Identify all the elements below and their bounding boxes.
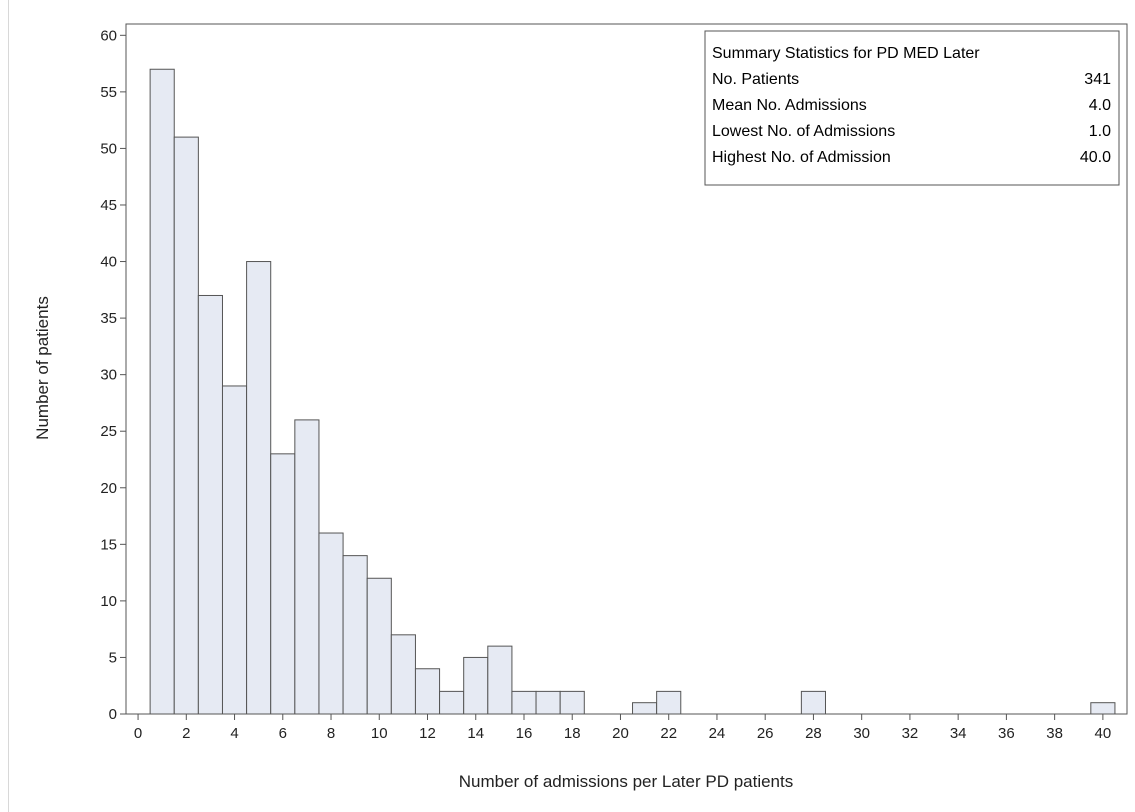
y-tick-label-15: 15 (100, 536, 117, 553)
x-tick-label-8: 8 (327, 725, 335, 742)
y-tick-label-45: 45 (100, 197, 117, 214)
y-tick-label-50: 50 (100, 140, 117, 157)
histogram-bar-9 (342, 555, 368, 715)
left-frame-line (8, 0, 9, 812)
summary-statistics-box: Summary Statistics for PD MED Later No. … (704, 30, 1120, 186)
histogram-bar-8 (318, 532, 344, 715)
summary-value-patients: 341 (1084, 71, 1111, 88)
y-tick-label-10: 10 (100, 593, 117, 610)
y-tick-label-30: 30 (100, 367, 117, 384)
bars-group (149, 68, 1116, 715)
x-tick-label-14: 14 (467, 725, 484, 742)
x-tick-label-2: 2 (182, 725, 190, 742)
x-tick-label-20: 20 (612, 725, 629, 742)
y-tick-label-20: 20 (100, 480, 117, 497)
x-tick-label-32: 32 (902, 725, 919, 742)
y-tick-label-40: 40 (100, 254, 117, 271)
histogram-bar-14 (463, 656, 489, 715)
y-tick-label-5: 5 (109, 649, 117, 666)
x-tick-label-6: 6 (279, 725, 287, 742)
x-tick-label-12: 12 (419, 725, 436, 742)
y-axis: 0 5 10 15 20 25 30 35 40 45 50 55 60 (100, 27, 126, 723)
y-tick-label-55: 55 (100, 84, 117, 101)
x-tick-label-16: 16 (516, 725, 533, 742)
x-tick-label-30: 30 (853, 725, 870, 742)
histogram-bar-18 (559, 690, 585, 715)
histogram-bar-28 (800, 690, 826, 715)
histogram-bar-13 (439, 690, 465, 715)
x-tick-label-28: 28 (805, 725, 822, 742)
x-tick-label-22: 22 (660, 725, 677, 742)
summary-value-lowest: 1.0 (1089, 123, 1111, 140)
histogram-bar-21 (632, 702, 658, 715)
summary-title: Summary Statistics for PD MED Later (712, 45, 980, 62)
x-tick-label-38: 38 (1046, 725, 1063, 742)
x-axis: 0 2 4 6 8 10 12 14 16 18 20 22 24 26 28 30 32 34 36 38 40 (134, 714, 1111, 742)
histogram-bar-40 (1090, 702, 1116, 715)
x-tick-label-4: 4 (230, 725, 238, 742)
histogram-bar-22 (656, 690, 682, 715)
y-tick-label-60: 60 (100, 27, 117, 44)
x-tick-label-40: 40 (1095, 725, 1112, 742)
x-axis-title: Number of admissions per Later PD patien… (459, 772, 794, 791)
histogram-bar-11 (390, 634, 416, 715)
summary-value-highest: 40.0 (1080, 149, 1111, 166)
histogram-bar-7 (294, 419, 320, 715)
x-tick-label-34: 34 (950, 725, 967, 742)
summary-value-mean: 4.0 (1089, 97, 1111, 114)
x-tick-label-26: 26 (757, 725, 774, 742)
histogram-bar-1 (149, 68, 175, 715)
y-axis-title: Number of patients (33, 296, 52, 440)
x-tick-label-18: 18 (564, 725, 581, 742)
summary-label-patients: No. Patients (712, 71, 799, 88)
x-tick-label-36: 36 (998, 725, 1015, 742)
summary-label-lowest: Lowest No. of Admissions (712, 123, 895, 140)
summary-label-mean: Mean No. Admissions (712, 97, 867, 114)
plot-frame (125, 23, 1128, 715)
summary-label-highest: Highest No. of Admission (712, 149, 891, 166)
y-tick-label-35: 35 (100, 310, 117, 327)
summary-box-border (704, 30, 1120, 186)
histogram-bar-10 (366, 577, 392, 715)
histogram-bar-4 (221, 385, 248, 715)
histogram-bar-2 (173, 136, 199, 715)
histogram-bar-16 (511, 690, 537, 715)
histogram-bar-15 (487, 645, 513, 715)
y-tick-label-0: 0 (109, 706, 117, 723)
histogram-bar-3 (197, 294, 223, 715)
x-tick-label-10: 10 (371, 725, 388, 742)
histogram-bar-5 (246, 261, 272, 715)
y-tick-label-25: 25 (100, 423, 117, 440)
histogram-bar-6 (270, 453, 296, 715)
histogram-bar-12 (414, 668, 441, 715)
x-tick-label-24: 24 (709, 725, 726, 742)
histogram-bar-17 (535, 690, 561, 715)
x-tick-label-0: 0 (134, 725, 142, 742)
